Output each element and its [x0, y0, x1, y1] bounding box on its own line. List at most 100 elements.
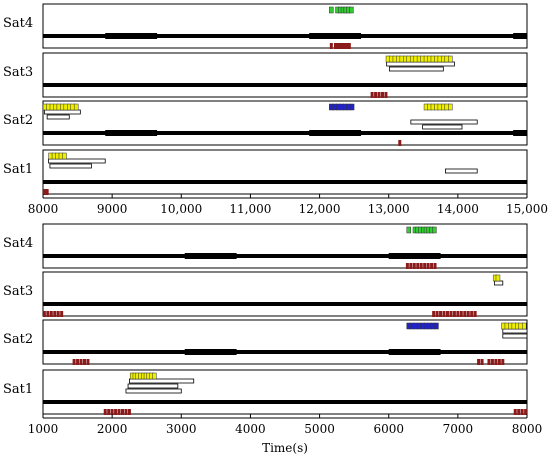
observation-marker: [448, 55, 453, 63]
row-label: Sat2: [3, 113, 33, 128]
transmission-tick: [42, 311, 46, 317]
transmission-tick: [432, 311, 436, 317]
task-window: [389, 66, 444, 72]
transmission-tick: [477, 359, 481, 365]
transmission-tick: [53, 311, 57, 317]
x-tick-label: 8000: [28, 202, 59, 216]
transmission-tick: [433, 263, 437, 269]
transmission-tick: [520, 409, 524, 415]
observation-marker: [406, 226, 412, 234]
transmission-tick: [46, 311, 50, 317]
transmission-tick: [456, 311, 460, 317]
transmission-tick: [473, 311, 477, 317]
transmission-tick: [439, 311, 443, 317]
eclipse-segment: [513, 130, 527, 136]
task-window: [48, 158, 106, 164]
transmission-tick: [103, 409, 107, 415]
x-tick-label: 9000: [97, 202, 128, 216]
transmission-tick: [82, 359, 86, 365]
row-frame: [42, 52, 528, 98]
eclipse-segment: [388, 349, 441, 355]
observation-marker: [62, 152, 67, 160]
transmission-tick: [345, 43, 349, 49]
transmission-tick: [72, 359, 76, 365]
x-tick-label: 13,000: [368, 202, 410, 216]
x-tick-label: 12,000: [299, 202, 341, 216]
x-tick-label: 3000: [166, 422, 197, 436]
task-window: [129, 378, 195, 384]
transmission-tick: [497, 359, 501, 365]
task-window: [127, 383, 179, 389]
transmission-tick: [487, 359, 491, 365]
row-frame: [42, 369, 528, 415]
row-label: Sat4: [3, 16, 33, 31]
row-label: Sat2: [3, 332, 33, 347]
transmission-tick: [435, 311, 439, 317]
transmission-tick: [384, 92, 388, 98]
eclipse-segment: [105, 130, 158, 136]
transmission-tick: [463, 311, 467, 317]
eclipse-segment: [309, 33, 362, 39]
task-window: [410, 119, 478, 125]
transmission-tick: [423, 263, 427, 269]
eclipse-segment: [388, 253, 441, 259]
task-window: [494, 280, 504, 286]
transmission-tick: [430, 263, 434, 269]
row-frame: [42, 271, 528, 317]
eclipse-segment: [309, 130, 362, 136]
transmission-tick: [409, 263, 413, 269]
eclipse-segment: [105, 33, 158, 39]
transmission-tick: [49, 311, 53, 317]
transmission-tick: [45, 189, 49, 195]
task-window: [502, 328, 528, 334]
transmission-tick: [127, 409, 131, 415]
transmission-tick: [124, 409, 128, 415]
row-label: Sat1: [3, 382, 33, 397]
transmission-tick: [333, 43, 337, 49]
x-tick-label: 7000: [443, 422, 474, 436]
task-window: [46, 114, 70, 120]
transmission-tick: [442, 311, 446, 317]
observation-marker: [349, 6, 354, 14]
task-window: [43, 109, 81, 115]
transmission-tick: [416, 263, 420, 269]
eclipse-segment: [184, 253, 237, 259]
observation-marker: [448, 103, 453, 111]
transmission-tick: [79, 359, 83, 365]
row-label: Sat3: [3, 65, 33, 80]
task-window: [386, 61, 455, 67]
x-tick-label: 15,000: [506, 202, 548, 216]
eclipse-segment: [184, 349, 237, 355]
x-tick-label: 1000: [28, 422, 59, 436]
transmission-tick: [76, 359, 80, 365]
observation-marker: [434, 322, 439, 330]
transmission-tick: [86, 359, 90, 365]
x-tick-label: 14,000: [437, 202, 479, 216]
eclipse-segment: [513, 33, 527, 39]
transmission-tick: [405, 263, 409, 269]
observation-marker: [152, 372, 157, 380]
transmission-tick: [501, 359, 505, 365]
transmission-tick: [342, 43, 346, 49]
task-window: [445, 168, 478, 174]
transmission-tick: [121, 409, 125, 415]
row-label: Sat1: [3, 162, 33, 177]
x-tick-label: 11,000: [229, 202, 271, 216]
transmission-tick: [339, 43, 343, 49]
task-window: [422, 124, 463, 130]
transmission-tick: [412, 263, 416, 269]
observation-marker: [329, 6, 334, 14]
transmission-tick: [459, 311, 463, 317]
transmission-tick: [470, 311, 474, 317]
task-window: [125, 388, 182, 394]
row-label: Sat3: [3, 284, 33, 299]
row-label: Sat4: [3, 236, 33, 251]
task-window: [502, 333, 528, 339]
observation-marker: [521, 322, 527, 330]
x-tick-label: 2000: [97, 422, 128, 436]
transmission-tick: [419, 263, 423, 269]
x-tick-label: 8000: [512, 422, 543, 436]
row-frame: [42, 319, 528, 365]
transmission-tick: [110, 409, 114, 415]
x-tick-label: 4000: [235, 422, 266, 436]
